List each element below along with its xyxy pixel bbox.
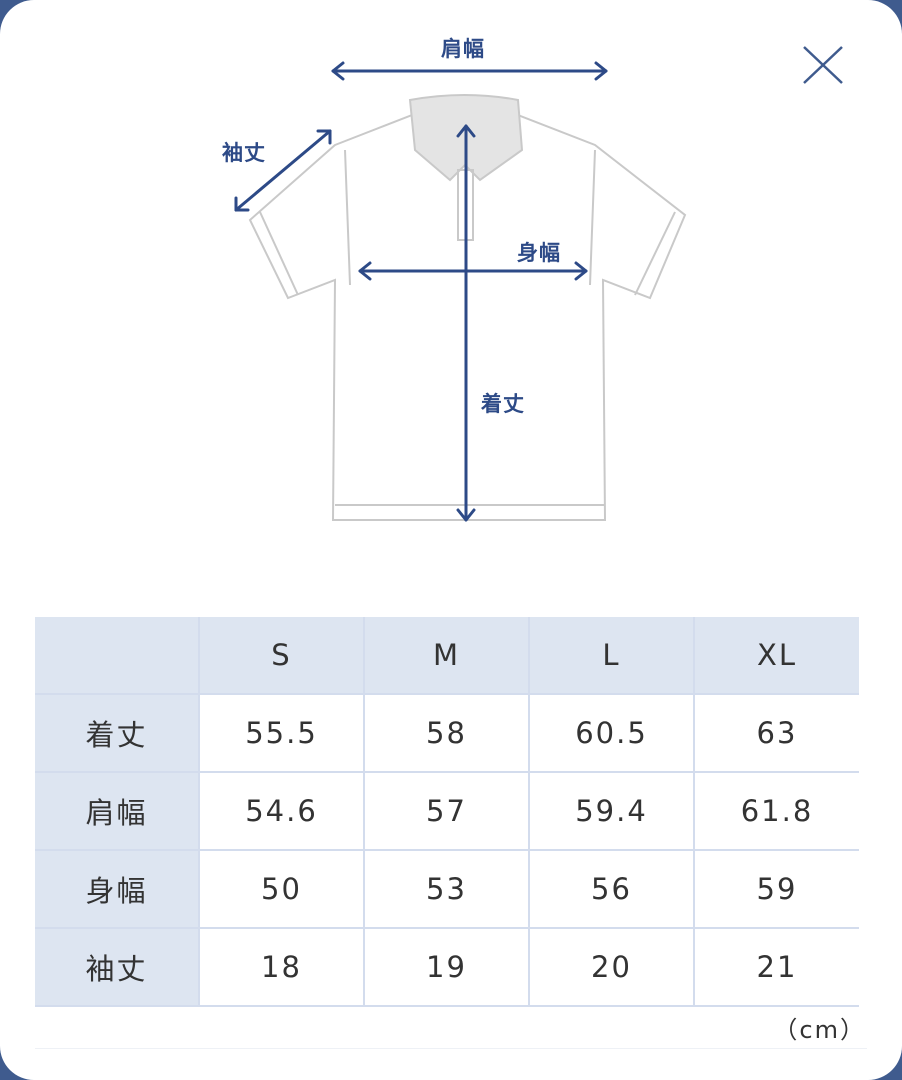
table-cell: 59.4 — [528, 771, 695, 851]
unit-label: （cm） — [773, 1016, 866, 1044]
table-header-row: S M L XL — [35, 617, 859, 695]
row-label: 袖丈 — [35, 927, 200, 1007]
header-size-l: L — [528, 617, 695, 695]
length-label: 着丈 — [481, 392, 525, 416]
header-size-xl: XL — [693, 617, 859, 695]
divider — [35, 1048, 867, 1049]
table-cell: 61.8 — [693, 771, 859, 851]
close-icon[interactable] — [800, 44, 846, 86]
table-cell: 20 — [528, 927, 695, 1007]
table-cell: 50 — [198, 849, 365, 929]
table-cell: 57 — [363, 771, 530, 851]
body-width-label: 身幅 — [517, 241, 561, 265]
table-cell: 21 — [693, 927, 859, 1007]
shirt-diagram — [234, 61, 687, 522]
table-cell: 63 — [693, 693, 859, 773]
table-cell: 55.5 — [198, 693, 365, 773]
row-label: 身幅 — [35, 849, 200, 929]
table-row: 袖丈 18 19 20 21 — [35, 927, 859, 1007]
table-cell: 59 — [693, 849, 859, 929]
table-cell: 60.5 — [528, 693, 695, 773]
size-table: S M L XL 着丈 55.5 58 60.5 63 肩幅 54.6 57 5… — [35, 617, 859, 1007]
row-label: 着丈 — [35, 693, 200, 773]
sleeve-length-arrow — [234, 129, 332, 212]
table-row: 身幅 50 53 56 59 — [35, 849, 859, 929]
table-cell: 58 — [363, 693, 530, 773]
body-width-arrow — [358, 261, 588, 281]
length-arrow — [456, 124, 476, 522]
header-size-m: M — [363, 617, 530, 695]
table-cell: 18 — [198, 927, 365, 1007]
header-size-s: S — [198, 617, 365, 695]
table-cell: 19 — [363, 927, 530, 1007]
row-label: 肩幅 — [35, 771, 200, 851]
shoulder-width-label: 肩幅 — [441, 37, 485, 61]
header-empty — [35, 617, 200, 695]
table-row: 肩幅 54.6 57 59.4 61.8 — [35, 771, 859, 851]
table-row: 着丈 55.5 58 60.5 63 — [35, 693, 859, 773]
table-cell: 54.6 — [198, 771, 365, 851]
table-cell: 53 — [363, 849, 530, 929]
shoulder-width-arrow — [331, 61, 608, 81]
sleeve-length-label: 袖丈 — [222, 141, 266, 165]
table-cell: 56 — [528, 849, 695, 929]
